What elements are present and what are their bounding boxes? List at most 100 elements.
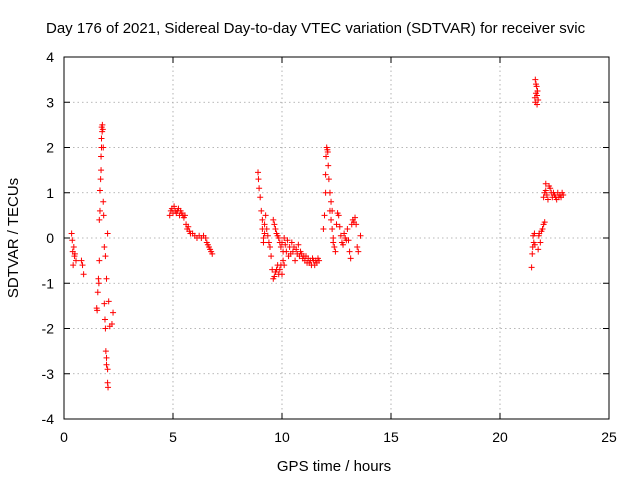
data-point [257,194,264,201]
data-point [264,232,271,239]
y-tick-label: 2 [46,140,54,156]
data-point [270,216,277,223]
point-cluster-segment-3 [166,203,216,257]
x-tick-label: 10 [274,429,290,445]
data-point [105,384,112,391]
data-point [543,192,550,199]
data-point [96,207,103,214]
grid-lines [64,57,609,419]
data-point [544,196,551,203]
data-point [68,230,75,237]
y-tick-label: -2 [42,321,55,337]
data-point [277,244,284,251]
data-point [325,162,332,169]
data-point [344,225,351,232]
data-point [355,248,362,255]
data-point [72,257,79,264]
data-point [329,225,336,232]
data-point [99,126,106,133]
data-point [534,87,541,94]
data-point [102,325,109,332]
data-point [258,207,265,214]
y-tick-label: -3 [42,366,55,382]
data-point [280,257,287,264]
data-point [202,235,209,241]
data-point [328,216,335,223]
point-cluster-segment-1 [68,230,87,278]
plot-frame [63,56,610,420]
data-point [102,348,109,355]
data-point [535,246,542,253]
data-point [320,225,327,232]
data-point [103,275,110,282]
data-point [181,212,188,219]
data-point [268,253,275,260]
data-point [346,248,353,255]
data-point [541,219,548,226]
data-point [101,300,108,307]
data-point [330,239,337,246]
data-point [261,230,268,237]
data-point [336,223,343,230]
data-point [98,153,105,160]
data-point [540,194,547,201]
data-point [293,246,300,253]
data-point [531,241,538,248]
data-point [110,309,117,316]
data-point [341,230,348,237]
y-tick-label: 4 [46,49,54,65]
data-point [108,320,115,327]
data-point [265,239,272,246]
data-point [96,257,103,264]
y-tick-label: 1 [46,185,54,201]
data-point [100,212,107,219]
data-point [272,225,279,232]
data-point [279,239,285,246]
data-point [533,83,540,90]
data-point [281,235,288,241]
data-point [316,257,323,264]
data-point [353,221,360,228]
data-point [542,180,549,187]
data-point [103,354,110,361]
data-point [289,248,296,255]
data-point [96,216,103,223]
data-point [323,153,330,160]
x-axis-label: GPS time / hours [277,458,391,475]
data-point [324,149,331,156]
data-point [547,185,554,192]
data-point [260,239,267,246]
data-point [94,307,101,314]
data-point [295,241,302,248]
y-tick-labels: -4 -3 -2 -1 0 1 2 3 4 [42,49,55,427]
data-point [281,262,288,269]
data-point [261,221,268,228]
data-point [71,250,78,257]
data-point [288,239,295,246]
data-points [68,76,567,391]
data-point [171,203,178,210]
data-point [97,176,104,183]
data-point [102,253,109,260]
data-point [333,221,340,228]
data-point [95,280,102,287]
data-point [345,237,352,244]
data-point [70,262,77,269]
data-point [185,223,192,230]
x-tick-label: 25 [601,429,617,445]
y-tick-label: 0 [46,230,54,246]
data-point [532,76,539,83]
data-point [539,225,546,232]
data-point [279,271,285,278]
data-point [262,212,269,219]
data-point [101,244,108,251]
data-point [166,212,173,219]
data-point [79,262,86,269]
data-point [283,248,290,255]
data-point [267,244,274,251]
data-point [528,264,535,271]
data-point [352,214,359,221]
y-axis-label: SDTVAR / TECUs [5,178,22,298]
data-point [542,187,549,194]
data-point [271,273,278,280]
